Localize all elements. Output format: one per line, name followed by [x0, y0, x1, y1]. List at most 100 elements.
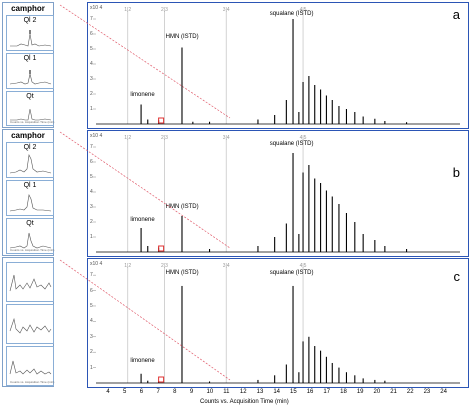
- x-tick-label-10: 10: [206, 389, 214, 395]
- peak-annotation-a-2: squalane (ISTD): [269, 11, 314, 17]
- segment-marker-label-a-3: 4|5: [300, 7, 307, 13]
- inset-title-b: camphor: [11, 131, 45, 140]
- inset-box-b2: Ql 1: [6, 180, 54, 216]
- x-tick-label-4: 4: [106, 389, 110, 395]
- y-tick-label-a-4: 4: [90, 61, 93, 67]
- x-tick-label-24: 24: [440, 389, 447, 395]
- y-tick-label-b-1: 1: [90, 234, 93, 240]
- y-tick-label-a-3: 3: [90, 76, 93, 82]
- inset-trace-b1: [9, 154, 52, 174]
- inset-trace-c1: [9, 274, 52, 292]
- x-tick-label-8: 8: [173, 389, 177, 395]
- inset-trace-a1: [10, 30, 52, 47]
- x-tick-label-16: 16: [306, 389, 314, 395]
- inset-box-a3: Qt Counts vs. Acquisition Time (min): [6, 91, 54, 126]
- inset-label-a2: Ql 1: [23, 55, 37, 62]
- chromatogram-panel-c: 1|2 2|3 3|4 4|5 x10 4 c 7 6 5 4 3 2 1 limonene HMN …: [87, 258, 469, 388]
- x-tick-label-20: 20: [373, 389, 381, 395]
- y-tick-label-b-4: 4: [90, 189, 93, 195]
- y-tick-label-a-2: 2: [90, 91, 93, 97]
- segment-marker-label-a-2: 3|4: [223, 7, 230, 13]
- inset-trace-a2: [9, 70, 52, 85]
- x-tick-label-17: 17: [323, 389, 331, 395]
- y-tick-label-c-1: 1: [90, 364, 93, 371]
- y-tick-label-b-3: 3: [90, 204, 93, 210]
- plot-a: 1|2 2|3 3|4 4|5: [93, 7, 460, 125]
- inset-box-c3: Counts vs. Acquisition Time (min): [6, 346, 54, 386]
- y-tick-label-b-2: 2: [90, 219, 93, 225]
- inset-label-b2: Ql 1: [23, 182, 37, 189]
- y-tick-label-b-7: 7: [90, 144, 93, 150]
- segment-marker-label-b-2: 3|4: [223, 135, 230, 141]
- inset-title-a: camphor: [11, 4, 45, 13]
- peak-annotation-b-1: HMN (ISTD): [165, 203, 199, 210]
- y-unit-b: x10 4: [90, 133, 103, 139]
- panel-letter-a: a: [452, 7, 460, 22]
- segment-marker-label-c-2: 3|4: [223, 263, 230, 269]
- x-tick-label-14: 14: [273, 389, 281, 395]
- panel-letter-b: b: [452, 165, 460, 180]
- y-tick-label-b-6: 6: [90, 159, 93, 165]
- peak-annotation-b-2: squalane (ISTD): [269, 140, 314, 147]
- inset-axis-caption-b: Counts vs. Acquisition Time (min): [10, 248, 55, 252]
- x-tick-label-12: 12: [239, 389, 247, 395]
- x-tick-label-6: 6: [139, 389, 144, 395]
- inset-label-b1: Ql 2: [23, 144, 37, 151]
- segment-marker-label-b-0: 1|2: [124, 135, 131, 141]
- inset-group-a: camphor Ql 2 Ql 1 Qt Counts vs. Acquisit…: [2, 2, 54, 128]
- segment-marker-label-a-1: 2|3: [161, 7, 168, 13]
- inset-axis-caption-c: Counts vs. Acquisition Time (min): [10, 380, 55, 384]
- inset-label-b3: Qt: [26, 220, 34, 227]
- inset-trace-c3: [9, 360, 52, 375]
- inset-group-b: camphor Ql 2 Ql 1 Qt Counts vs. Acquisit…: [2, 129, 54, 256]
- y-unit-a: x10 4: [90, 5, 103, 11]
- inset-label-a1: Ql 2: [23, 17, 37, 24]
- x-axis-label: Counts vs. Acquisition Time (min): [200, 399, 289, 405]
- segment-marker-label-a-0: 1|2: [124, 7, 131, 13]
- inset-box-b1: Ql 2: [6, 142, 54, 178]
- inset-label-a3: Qt: [26, 93, 34, 100]
- y-tick-label-a-6: 6: [90, 31, 93, 37]
- x-tick-label-13: 13: [256, 389, 264, 395]
- segment-marker-label-b-1: 2|3: [161, 135, 168, 141]
- inset-trace-c2: [9, 317, 52, 334]
- peak-annotation-c-2: squalane (ISTD): [269, 270, 314, 277]
- segment-marker-label-b-3: 4|5: [300, 135, 307, 141]
- y-tick-label-b-5: 5: [90, 174, 93, 180]
- x-tick-label-7: 7: [156, 389, 160, 395]
- y-tick-label-c-2: 2: [90, 349, 93, 356]
- inset-box-b3: Qt Counts vs. Acquisition Time (min): [6, 218, 54, 254]
- peak-annotation-c-1: HMN (ISTD): [165, 270, 199, 277]
- x-tick-label-23: 23: [423, 389, 431, 395]
- inset-axis-caption-a: Counts vs. Acquisition Time (min): [10, 120, 55, 124]
- segment-marker-label-c-1: 2|3: [161, 263, 168, 269]
- x-tick-label-15: 15: [290, 389, 297, 395]
- inset-column: camphor Ql 2 Ql 1 Qt Counts vs. Acquisit…: [0, 0, 56, 409]
- peak-annotation-a-1: HMN (ISTD): [165, 33, 199, 40]
- zoom-region-marker-a: [158, 117, 165, 124]
- inset-box-a2: Ql 1: [6, 53, 54, 89]
- peak-annotation-a-0: limonene: [130, 92, 155, 98]
- x-tick-label-5: 5: [123, 389, 127, 395]
- inset-trace-a3: [10, 108, 52, 121]
- x-tick-label-19: 19: [356, 389, 364, 395]
- y-tick-label-a-5: 5: [90, 46, 93, 52]
- y-tick-label-a-1: 1: [90, 106, 93, 112]
- y-tick-label-a-7: 7: [90, 16, 93, 22]
- segment-marker-label-c-3: 4|5: [300, 263, 307, 269]
- y-tick-label-c-3: 3: [90, 333, 93, 340]
- inset-trace-b2: [9, 194, 52, 212]
- zoom-region-marker-c: [158, 376, 165, 383]
- y-tick-label-c-5: 5: [90, 302, 93, 309]
- x-tick-label-21: 21: [390, 389, 397, 395]
- x-tick-label-9: 9: [189, 389, 194, 395]
- plot-b: 1|2 2|3 3|4 4|5: [93, 135, 460, 253]
- zoom-region-marker-b: [158, 245, 165, 252]
- plot-c: 1|2 2|3 3|4 4|5: [93, 263, 460, 384]
- peak-annotation-c-0: limonene: [130, 358, 155, 365]
- inset-box-c2: [6, 304, 54, 344]
- x-tick-label-18: 18: [340, 389, 347, 395]
- y-tick-label-c-6: 6: [90, 287, 93, 294]
- y-tick-label-c-7: 7: [90, 272, 93, 279]
- x-tick-label-22: 22: [406, 389, 414, 395]
